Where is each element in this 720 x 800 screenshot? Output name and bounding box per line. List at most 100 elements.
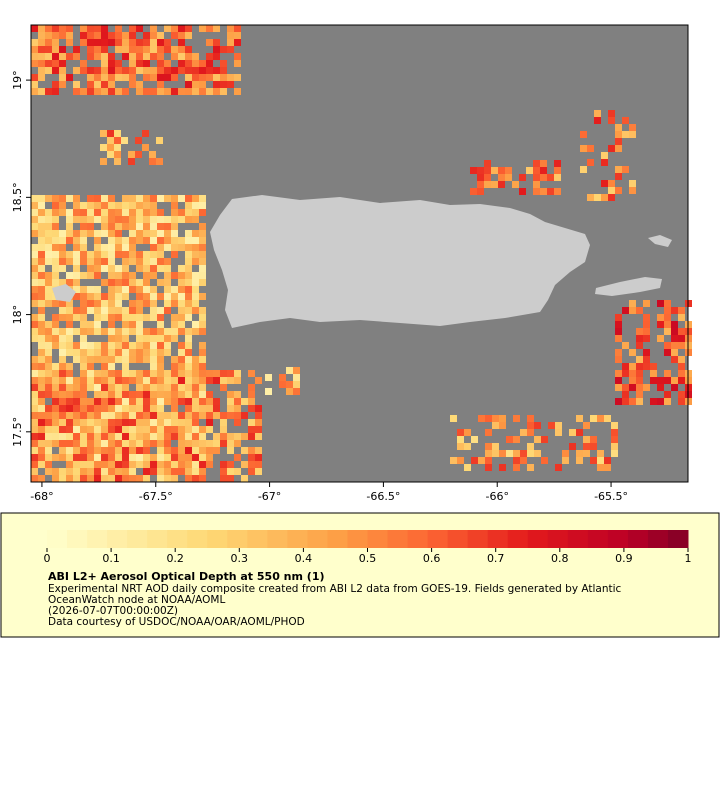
aerosol-cell [255,412,262,419]
aerosol-cell [66,74,73,81]
colorbar-cell [607,530,629,548]
aerosol-cell [622,131,629,138]
aerosol-cell [164,216,171,223]
aerosol-cell [52,272,59,279]
aerosol-cell [129,370,136,377]
aerosol-cell [178,384,185,391]
aerosol-cell [185,335,192,342]
aerosol-cell [59,46,66,53]
aerosol-cell [185,405,192,412]
aerosol-cell [185,293,192,300]
aerosol-cell [213,447,220,454]
aerosol-cell [199,74,206,81]
aerosol-cell [157,293,164,300]
aerosol-cell [499,464,506,471]
aerosol-cell [164,377,171,384]
aerosol-cell [178,286,185,293]
aerosol-cell [143,53,150,60]
aerosol-cell [66,419,73,426]
aerosol-cell [192,293,199,300]
aerosol-cell [136,328,143,335]
aerosol-cell [241,461,248,468]
aerosol-cell [45,244,52,251]
aerosol-cell [192,391,199,398]
colorbar-cell [67,530,88,548]
aerosol-cell [156,158,163,165]
aerosol-cell [157,195,164,202]
aerosol-cell [80,468,87,475]
aerosol-cell [108,81,115,88]
aerosol-cell [66,342,73,349]
aerosol-cell [31,328,38,335]
aerosol-cell [164,286,171,293]
aerosol-cell [227,398,234,405]
aerosol-cell [87,328,94,335]
aerosol-cell [143,454,150,461]
aerosol-cell [31,25,38,32]
aerosol-cell [157,230,164,237]
aerosol-cell [477,188,484,195]
x-tick-label: -67.5° [139,490,173,503]
aerosol-cell [513,457,520,464]
aerosol-cell [94,195,101,202]
aerosol-cell [164,237,171,244]
aerosol-cell [108,293,115,300]
aerosol-cell [38,377,45,384]
aerosol-cell [122,39,129,46]
aerosol-cell [199,475,206,482]
aerosol-cell [108,32,115,39]
aerosol-cell [569,443,576,450]
aerosol-cell [52,440,59,447]
colorbar-cell [627,530,649,548]
aerosol-cell [636,342,643,349]
aerosol-cell [150,454,157,461]
aerosol-cell [73,398,80,405]
aerosol-cell [484,174,491,181]
aerosol-cell [87,440,94,447]
aerosol-cell [94,356,101,363]
colorbar-tick-label: 1 [685,552,692,565]
aerosol-cell [73,272,80,279]
aerosol-cell [143,447,150,454]
aerosol-cell [115,202,122,209]
aerosol-cell [164,300,171,307]
aerosol-cell [622,117,629,124]
colorbar-cell [87,530,108,548]
aerosol-cell [31,391,38,398]
aerosol-cell [115,286,122,293]
aerosol-cell [45,454,52,461]
aerosol-cell [59,398,66,405]
aerosol-cell [52,244,59,251]
aerosol-cell [136,67,143,74]
aerosol-cell [157,447,164,454]
aerosol-cell [192,384,199,391]
aerosol-cell [199,67,206,74]
aerosol-cell [171,426,178,433]
aerosol-cell [45,384,52,391]
aerosol-cell [185,349,192,356]
aerosol-cell [66,475,73,482]
aerosol-cell [643,328,650,335]
aerosol-cell [129,202,136,209]
aerosol-cell [31,74,38,81]
aerosol-cell [94,25,101,32]
aerosol-cell [59,335,66,342]
aerosol-cell [157,223,164,230]
aerosol-cell [199,440,206,447]
aerosol-cell [150,88,157,95]
aerosol-cell [80,39,87,46]
aerosol-cell [643,363,650,370]
aerosol-cell [73,461,80,468]
aerosol-cell [80,258,87,265]
aerosol-cell [38,46,45,53]
aerosol-cell [101,88,108,95]
aerosol-cell [108,391,115,398]
aerosol-cell [199,398,206,405]
aerosol-cell [622,307,629,314]
colorbar-cell [327,530,348,548]
aerosol-cell [94,433,101,440]
aerosol-cell [505,174,512,181]
aerosol-cell [38,216,45,223]
aerosol-cell [66,230,73,237]
aerosol-cell [499,422,506,429]
